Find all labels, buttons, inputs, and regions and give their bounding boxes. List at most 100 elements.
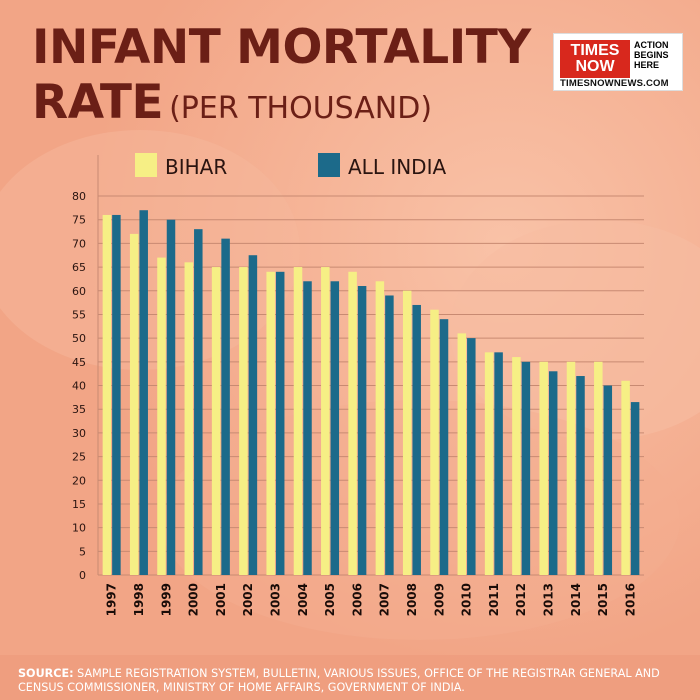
source-note: SOURCE: SAMPLE REGISTRATION SYSTEM, BULL… <box>18 667 688 695</box>
x-tick-label: 2016 <box>623 583 637 616</box>
y-tick-label: 60 <box>72 285 86 298</box>
bar-all-india-2015 <box>603 385 613 575</box>
y-tick-label: 80 <box>72 190 86 203</box>
chart-title-line1: INFANT MORTALITY <box>32 20 531 75</box>
y-tick-label: 0 <box>79 569 86 582</box>
logo-times-text: TIMES <box>570 42 620 59</box>
bar-all-india-2012 <box>521 361 531 575</box>
logo-now-text: NOW <box>575 58 615 75</box>
bar-all-india-2014 <box>576 376 585 575</box>
bar-all-india-1999 <box>166 219 176 575</box>
bar-all-india-2016 <box>630 402 640 575</box>
bar-bihar-2013 <box>539 361 548 575</box>
bar-all-india-1998 <box>139 210 148 575</box>
x-tick-label: 2004 <box>296 583 310 616</box>
x-tick-label: 2012 <box>514 583 528 616</box>
y-tick-label: 65 <box>72 261 86 274</box>
bar-bihar-2007 <box>375 281 385 575</box>
bar-bihar-2006 <box>348 271 357 575</box>
logo-site: TIMESNOWNEWS.COM <box>560 78 669 89</box>
y-tick-label: 35 <box>72 403 86 416</box>
x-tick-label: 2009 <box>432 583 446 616</box>
bar-all-india-1997 <box>112 214 121 575</box>
x-tick-label: 1999 <box>159 583 173 616</box>
chart-title-rate: RATE <box>32 75 164 130</box>
bar-all-india-2003 <box>275 271 285 575</box>
times-now-wordmark: TIMES NOW <box>560 40 630 78</box>
y-tick-label: 70 <box>72 237 86 250</box>
legend-label-bihar: BIHAR <box>165 155 227 179</box>
bar-bihar-2010 <box>457 333 467 575</box>
bar-all-india-2006 <box>357 286 367 575</box>
x-tick-label: 2013 <box>541 583 555 616</box>
bar-all-india-2009 <box>439 319 449 575</box>
bar-bihar-2011 <box>484 352 494 575</box>
source-text: SAMPLE REGISTRATION SYSTEM, BULLETIN, VA… <box>18 667 660 694</box>
bar-all-india-2013 <box>548 371 558 575</box>
bar-bihar-2008 <box>402 290 412 575</box>
bar-bihar-2014 <box>566 361 576 575</box>
chart-title-unit: (PER THOUSAND) <box>169 91 433 126</box>
logo-tagline-2: BEGINS <box>634 50 669 60</box>
chart-legend: BIHAR ALL INDIA <box>135 153 446 179</box>
bar-all-india-2008 <box>412 304 421 575</box>
bar-bihar-2016 <box>621 380 630 575</box>
x-tick-label: 2001 <box>214 583 228 616</box>
y-tick-label: 25 <box>72 451 86 464</box>
source-label: SOURCE: <box>18 667 74 680</box>
y-tick-label: 30 <box>72 427 86 440</box>
logo-tagline: ACTION BEGINS HERE <box>634 40 669 70</box>
y-tick-label: 10 <box>72 522 86 535</box>
legend-label-all-india: ALL INDIA <box>348 155 446 179</box>
y-tick-label: 55 <box>72 308 86 321</box>
y-tick-label: 50 <box>72 332 86 345</box>
bar-bihar-2002 <box>239 267 248 575</box>
chart-title-line2: RATE (PER THOUSAND) <box>32 75 432 141</box>
x-tick-label: 2003 <box>268 583 282 616</box>
logo-tagline-3: HERE <box>634 60 660 70</box>
bar-bihar-2005 <box>321 267 330 575</box>
x-tick-label: 2010 <box>460 583 474 616</box>
x-tick-label: 2007 <box>378 583 392 616</box>
bar-bihar-2009 <box>430 309 439 575</box>
x-tick-label: 1998 <box>132 583 146 616</box>
x-tick-label: 2002 <box>241 583 255 616</box>
bar-all-india-2001 <box>221 238 230 575</box>
bar-all-india-2004 <box>303 281 312 575</box>
x-tick-label: 2000 <box>187 583 201 616</box>
chart-axes: 0 5 10 15 20 25 30 35 40 45 50 55 60 65 70 75 80 1997 1998… <box>72 190 637 616</box>
times-now-logo: TIMES NOW ACTION BEGINS HERE TIMESNOWNEW… <box>553 33 683 91</box>
bar-all-india-2005 <box>330 281 340 575</box>
y-tick-label: 20 <box>72 474 86 487</box>
x-tick-label: 2015 <box>596 583 610 616</box>
x-tick-label: 2014 <box>569 583 583 616</box>
bar-all-india-2011 <box>494 352 503 575</box>
x-tick-label: 2005 <box>323 583 337 616</box>
logo-tagline-1: ACTION <box>634 40 669 50</box>
bar-bihar-2015 <box>594 361 603 575</box>
bar-bihar-2012 <box>512 357 521 575</box>
y-tick-label: 15 <box>72 498 86 511</box>
y-tick-label: 75 <box>72 214 86 227</box>
y-tick-label: 40 <box>72 380 86 393</box>
bar-bihar-1998 <box>129 233 139 575</box>
x-tick-label: 2006 <box>350 583 364 616</box>
bar-bihar-2001 <box>211 267 221 575</box>
legend-swatch-all-india <box>318 153 340 177</box>
bar-bihar-2003 <box>266 271 275 575</box>
bar-bihar-2000 <box>184 262 194 575</box>
bar-all-india-2010 <box>467 338 476 575</box>
y-tick-label: 45 <box>72 356 86 369</box>
y-tick-label: 5 <box>79 545 86 558</box>
legend-swatch-bihar <box>135 153 157 177</box>
bar-all-india-2007 <box>385 295 394 575</box>
bar-all-india-2000 <box>194 229 203 575</box>
chart-grid <box>97 155 644 576</box>
x-tick-label: 2011 <box>487 583 501 616</box>
bar-bihar-2004 <box>293 267 303 575</box>
bar-bihar-1997 <box>102 214 112 575</box>
bar-all-india-2002 <box>248 255 258 575</box>
chart-bars <box>102 210 640 575</box>
x-tick-label: 2008 <box>405 583 419 616</box>
